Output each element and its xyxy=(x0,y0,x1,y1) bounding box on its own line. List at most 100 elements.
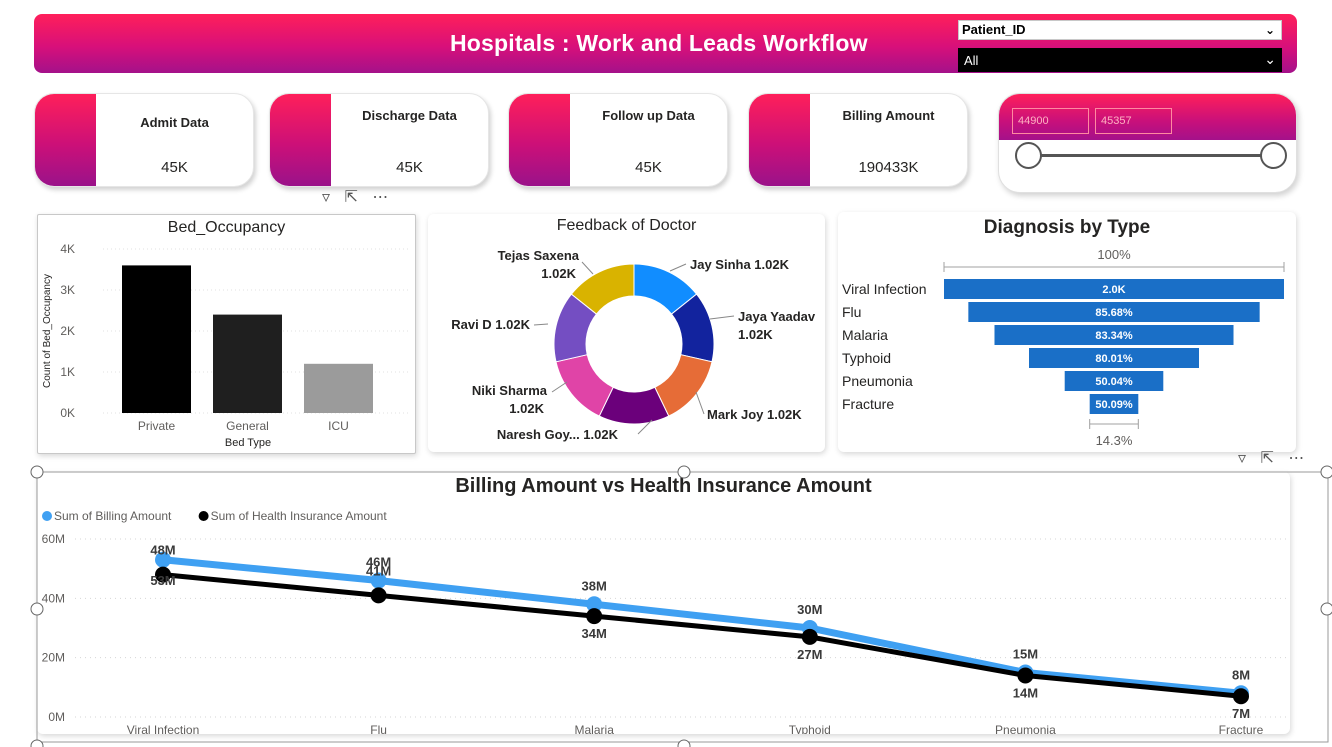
chart-title: Feedback of Doctor xyxy=(556,217,697,234)
billing-data-label: 53M xyxy=(150,573,175,588)
kpi-label: Billing Amount xyxy=(842,108,935,123)
funnel-category-label: Fracture xyxy=(842,396,894,412)
filter-icon[interactable]: ▿ xyxy=(1238,450,1247,467)
resize-handle[interactable] xyxy=(677,739,691,747)
billing-data-label: 8M xyxy=(1232,667,1250,682)
data-point xyxy=(1233,688,1249,705)
leader-line xyxy=(581,261,594,275)
kpi-value: 190433K xyxy=(858,159,919,176)
more-options-icon[interactable]: ⋯ xyxy=(372,189,389,206)
slider-min-handle[interactable] xyxy=(1015,142,1042,169)
patient-id-value: All xyxy=(964,53,979,68)
leader-line xyxy=(709,315,735,320)
donut-slice xyxy=(570,263,635,315)
card-accent xyxy=(509,94,570,186)
funnel-bottom-label: 14.3% xyxy=(1096,433,1133,448)
y-tick-label: 1K xyxy=(60,365,75,379)
chart-title: Bed_Occupancy xyxy=(167,219,286,236)
leader-line xyxy=(695,391,705,415)
bar xyxy=(304,363,373,413)
data-point xyxy=(1017,667,1034,684)
y-axis-label: Count of Bed_Occupancy xyxy=(42,274,53,388)
kpi-value: 45K xyxy=(396,159,423,176)
insurance-data-label: 27M xyxy=(797,647,822,662)
billing-vs-insurance-panel: Billing Amount vs Health Insurance Amoun… xyxy=(37,472,1290,734)
focus-mode-icon[interactable]: ⇱ xyxy=(1260,450,1274,467)
y-tick-label: 4K xyxy=(60,242,75,256)
funnel-category-label: Flu xyxy=(842,304,861,320)
focus-mode-icon[interactable]: ⇱ xyxy=(344,189,358,206)
slice-label: Naresh Goy... 1.02K xyxy=(497,427,619,442)
patient-id-label: Patient_ID xyxy=(962,22,1026,37)
funnel-category-label: Malaria xyxy=(842,327,888,343)
filter-icon[interactable]: ▿ xyxy=(322,189,331,206)
slider-max-handle[interactable] xyxy=(1260,142,1287,169)
funnel-bar-label: 2.0K xyxy=(1102,284,1125,296)
patient-id-select[interactable]: All ⌄ xyxy=(958,48,1282,72)
kpi-card-billing[interactable]: Billing Amount 190433K xyxy=(748,93,968,187)
feedback-donut-chart: Jay Sinha 1.02K Jaya Yaadav 1.02K Mark Joy … xyxy=(451,248,816,442)
funnel-category-label: Typhoid xyxy=(842,350,891,366)
resize-handle[interactable] xyxy=(1320,465,1332,479)
insurance-data-label: 7M xyxy=(1232,706,1250,721)
y-tick-label: 2K xyxy=(60,324,75,338)
data-point xyxy=(586,608,603,625)
billing-insurance-line-chart: 0M 20M 40M 60M Viral Infection Flu Malaria Typh… xyxy=(42,509,1287,734)
more-options-icon[interactable]: ⋯ xyxy=(1288,450,1305,467)
x-tick-label: General xyxy=(226,419,269,433)
kpi-label: Follow up Data xyxy=(602,108,695,123)
kpi-label: Discharge Data xyxy=(362,108,457,123)
chevron-down-icon: ⌄ xyxy=(1264,23,1275,37)
x-tick-label: Fracture xyxy=(1219,723,1264,734)
legend-label: Sum of Health Insurance Amount xyxy=(211,509,388,523)
diagnosis-panel: Diagnosis by Type 100% 2.0K Viral Infectio… xyxy=(838,212,1296,452)
funnel-bar xyxy=(1089,394,1139,414)
slice-label: Niki Sharma 1.02K xyxy=(472,383,548,416)
bar xyxy=(213,314,282,413)
visual-header: ▿ ⇱ ⋯ xyxy=(322,187,388,207)
resize-handle[interactable] xyxy=(30,739,44,747)
chevron-down-icon: ⌄ xyxy=(1264,51,1276,67)
slice-label: Mark Joy 1.02K xyxy=(707,407,802,422)
diagnosis-funnel-chart: 100% 2.0K Viral Infection 85.68% Flu 83.34% Ma… xyxy=(842,247,1285,448)
kpi-card-admit[interactable]: Admit Data 45K xyxy=(34,93,254,187)
kpi-value: 45K xyxy=(635,159,662,176)
funnel-bar-label: 80.01% xyxy=(1095,353,1133,365)
x-tick-label: Typhoid xyxy=(789,723,831,734)
slider-track[interactable] xyxy=(1029,154,1272,157)
insurance-data-label: 48M xyxy=(150,543,175,558)
slice-label: Ravi D 1.02K xyxy=(451,317,530,332)
card-accent xyxy=(35,94,96,186)
funnel-bar-label: 85.68% xyxy=(1095,307,1133,319)
resize-handle[interactable] xyxy=(1320,602,1332,616)
leader-line xyxy=(669,263,687,272)
legend-label: Sum of Billing Amount xyxy=(54,509,172,523)
page-title: Hospitals : Work and Leads Workflow xyxy=(450,30,868,56)
x-tick-label: Pneumonia xyxy=(995,723,1056,734)
y-tick-label: 60M xyxy=(42,532,65,546)
billing-data-label: 15M xyxy=(1013,647,1038,662)
funnel-bar-label: 83.34% xyxy=(1095,330,1133,342)
funnel-category-label: Viral Infection xyxy=(842,281,927,297)
x-tick-label: Private xyxy=(138,419,176,433)
data-point xyxy=(370,587,387,604)
funnel-category-label: Pneumonia xyxy=(842,373,913,389)
billing-data-label: 30M xyxy=(797,602,822,617)
funnel-bar xyxy=(1029,348,1199,368)
patient-id-dropdown[interactable]: Patient_ID ⌄ xyxy=(958,20,1282,40)
kpi-card-discharge[interactable]: Discharge Data 45K xyxy=(269,93,489,187)
data-point xyxy=(801,628,818,645)
slice-label: Tejas Saxena 1.02K xyxy=(498,248,580,281)
insurance-data-label: 41M xyxy=(366,563,391,578)
y-tick-label: 40M xyxy=(42,591,65,605)
range-min-input[interactable]: 44900 xyxy=(1012,108,1089,134)
legend-marker xyxy=(198,511,209,521)
slicer-header xyxy=(999,94,1296,140)
range-max-input[interactable]: 45357 xyxy=(1095,108,1172,134)
funnel-bar xyxy=(1064,371,1164,391)
x-tick-label: ICU xyxy=(328,419,349,433)
funnel-bar xyxy=(994,325,1234,345)
x-tick-label: Flu xyxy=(370,723,387,734)
x-tick-label: Malaria xyxy=(575,723,615,734)
kpi-card-followup[interactable]: Follow up Data 45K xyxy=(508,93,728,187)
